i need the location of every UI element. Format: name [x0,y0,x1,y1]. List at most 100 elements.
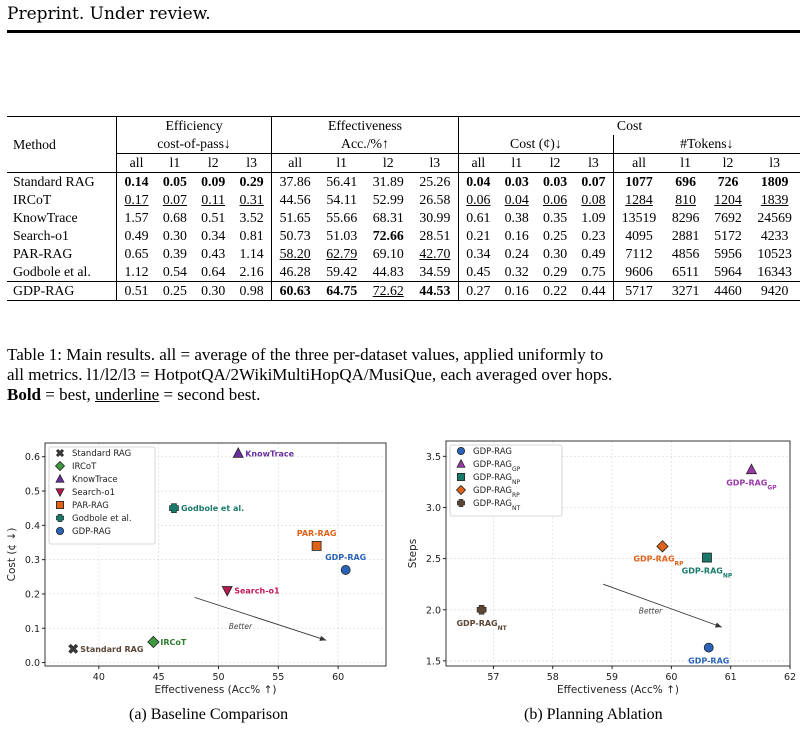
legend-box [449,444,563,517]
table-cell: 25.26 [411,172,459,191]
gdp-rag-point [340,565,351,575]
table-cell: 0.43 [201,246,226,261]
table-cell: 0.38 [504,210,529,225]
baseline-comparison-chart: 40 45 50 55 60 0.0 0.1 0.2 0.3 0.4 0.5 0.6 Effective… [6,442,387,696]
better-arrow [603,583,722,628]
y-axis-label: Steps [407,539,419,568]
gdp-rag-nt-label: GDP-RAGNT [456,619,507,632]
table-caption: Table 1: Main results. all = average of … [7,345,803,405]
table-cell: 37.86 [270,172,319,191]
y-axis-label: Cost (¢ ↓) [6,528,18,582]
table-cell: 16343 [757,264,792,279]
table-cell: 1204 [714,192,742,207]
better-arrow [194,596,327,641]
caption-line-1: Table 1: Main results. all = average of … [7,345,604,364]
split-header-all: all [270,153,319,173]
y-tick-label: 1.5 [426,656,441,667]
split-header-l2: l2 [382,155,394,170]
table-cell: 0.34 [201,228,226,243]
table-cell: 7112 [612,245,665,263]
gdp-rag-nt-legend-marker [457,499,465,507]
header-rule [7,30,800,33]
table-cell: 8296 [671,210,700,225]
table-cell: 0.30 [194,281,233,301]
legend-entry: PAR-RAG [72,501,109,511]
table-cell: 34.59 [419,264,451,279]
table-cell: 0.27 [458,281,498,301]
table-cell: 46.28 [270,263,319,282]
method-name: KnowTrace [13,210,78,225]
table-cell: 64.75 [318,281,365,301]
caption-underline-word: underline [95,385,160,404]
table-cell: 2.16 [239,264,264,279]
plot-frame [445,440,791,667]
gdp-rag-legend-marker [457,446,466,455]
table-cell: 6511 [672,264,700,279]
table-cell: 44.83 [372,264,404,279]
better-label: Better [229,622,253,631]
legend: GDP-RAG GDP-RAGGPGDP-RAGNPGDP-RAGRPGDP-RA… [449,444,563,517]
table-cell: 9420 [749,281,800,301]
table-cell: 0.32 [504,264,529,279]
method-column-header: Method [7,116,117,173]
table-cell: 0.07 [162,192,187,207]
table-row: IRCoT 0.17 0.07 0.11 0.31 44.56 54.11 52.99 26.5… [7,191,800,209]
x-tick-label: 50 [212,672,224,683]
x-axis-label: Effectiveness (Acc% ↑) [557,684,679,696]
table-row: GDP-RAG 0.51 0.25 0.30 0.98 60.63 64.75 72.62 44… [7,281,800,301]
legend-entry: KnowTrace [72,475,118,485]
table-cell: 0.09 [194,172,233,191]
gdp-rag-label: GDP-RAG [325,553,366,562]
table-cell: 0.98 [232,281,272,301]
gdp-rag-gp-point [745,463,758,475]
y-tick-label: 0.1 [25,624,40,635]
table-row: PAR-RAG 0.65 0.39 0.43 1.14 58.20 62.79 69.10 42… [7,245,800,263]
godbole-et-al-point [169,503,179,513]
table-cell: 0.23 [581,228,606,243]
legend-entry: Godbole et al. [72,514,132,524]
table-cell: 7692 [714,210,742,225]
knowtrace-legend-marker [55,473,65,483]
table-cell: 52.99 [372,192,404,207]
table-cell: 28.51 [419,228,451,243]
legend-entry: GDP-RAGRP [473,486,520,499]
y-tick-label: 2.0 [426,605,441,616]
split-header-all: all [612,153,665,173]
table-cell: 0.06 [542,192,568,207]
par-rag-legend-marker [56,501,65,510]
x-tick-label: 62 [784,672,796,683]
table-cell: 0.06 [458,191,498,209]
table-cell: 68.31 [372,210,404,225]
table-cell: 56.41 [318,172,365,191]
x-tick-label: 55 [272,672,284,683]
table-cell: 10523 [757,246,792,261]
table-cell: 5172 [714,228,742,243]
split-header-l1: l1 [511,155,523,170]
table-cell: 50.73 [270,227,319,245]
preprint-header: Preprint. Under review. [7,4,211,24]
accuracy-header: Acc./%↑ [270,135,459,154]
table-cell: 0.81 [239,228,264,243]
standard-rag-legend-marker [55,448,65,458]
table-cell: 72.66 [372,228,404,243]
tokens-header: #Tokens↓ [612,135,800,154]
table-cell: 0.64 [201,264,226,279]
table-cell: 0.25 [155,281,195,301]
table-cell: 1077 [612,172,665,191]
table-cell: 0.08 [581,192,606,207]
legend-entry: GDP-RAG [473,447,512,457]
table-cell: 1.09 [581,210,606,225]
table-cell: 0.14 [116,172,156,191]
table-cell: 51.65 [270,209,319,227]
x-axis-label: Effectiveness (Acc% ↑) [154,684,276,696]
method-name: Search-o1 [13,228,69,243]
table-cell: 31.89 [364,172,412,191]
legend-entry: GDP-RAGGP [473,460,521,473]
table-cell: 0.21 [458,227,498,245]
table-cell: 0.49 [116,227,156,245]
y-tick-label: 0.6 [25,452,40,463]
table-cell: 1809 [749,172,800,191]
table-row: Standard RAG 0.14 0.05 0.09 0.29 37.86 56.41 31… [7,172,800,191]
par-rag-label: PAR-RAG [297,529,337,538]
table-cell: 4233 [760,228,789,243]
